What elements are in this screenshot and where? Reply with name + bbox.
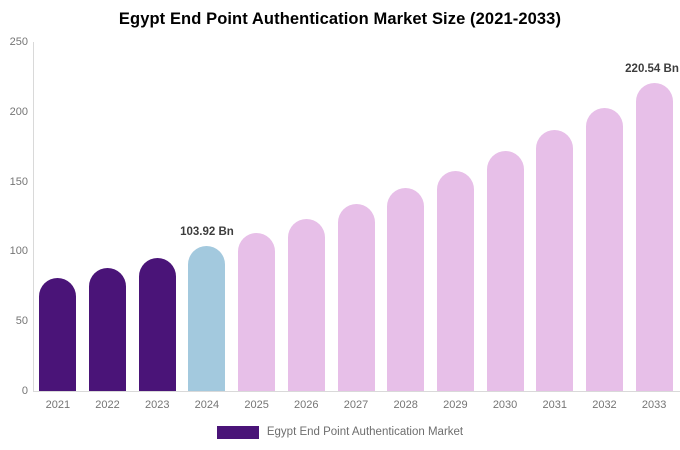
annotation-2024: 103.92 Bn [180, 225, 234, 238]
xtick-label-2032: 2032 [592, 399, 617, 411]
bar-2023 [138, 257, 176, 391]
bar-2031 [536, 130, 574, 391]
annotation-2033: 220.54 Bn [625, 63, 679, 76]
xtick-label-2027: 2027 [343, 399, 369, 411]
xtick-label-2024: 2024 [194, 399, 220, 411]
bar-2030 [486, 151, 524, 391]
ytick-label-100: 100 [9, 245, 28, 258]
ytick-label-50: 50 [15, 315, 28, 328]
bar-2028 [387, 188, 425, 391]
xtick-label-2029: 2029 [443, 399, 468, 411]
ytick-label-150: 150 [9, 175, 28, 188]
xtick-label-2030: 2030 [492, 399, 518, 411]
ytick-label-250: 250 [9, 36, 28, 48]
bar-2032 [585, 107, 623, 391]
xtick-label-2023: 2023 [144, 399, 170, 411]
xtick-label-2026: 2026 [294, 399, 319, 411]
bar-2029 [436, 170, 474, 391]
bar-2027 [337, 204, 375, 391]
bar-2025 [238, 233, 276, 391]
bar-2022 [89, 268, 127, 391]
legend: Egypt End Point Authentication Market [0, 426, 680, 439]
legend-label: Egypt End Point Authentication Market [266, 426, 464, 438]
ytick-label-0: 0 [21, 385, 28, 397]
chart-title: Egypt End Point Authentication Market Si… [118, 10, 562, 28]
bar-2033 [635, 83, 673, 391]
legend-swatch [216, 426, 259, 439]
xtick-label-2021: 2021 [45, 399, 71, 411]
xtick-label-2025: 2025 [244, 399, 269, 411]
bar-2026 [287, 219, 325, 391]
xtick-label-2028: 2028 [393, 399, 418, 411]
ytick-label-200: 200 [9, 105, 28, 118]
bar-2024 [188, 245, 226, 391]
xtick-label-2033: 2033 [641, 399, 667, 411]
xtick-label-2022: 2022 [95, 399, 120, 411]
x-axis-line [33, 391, 680, 392]
bar-2021 [39, 278, 77, 391]
y-axis-line [33, 42, 34, 392]
xtick-label-2031: 2031 [542, 399, 567, 411]
